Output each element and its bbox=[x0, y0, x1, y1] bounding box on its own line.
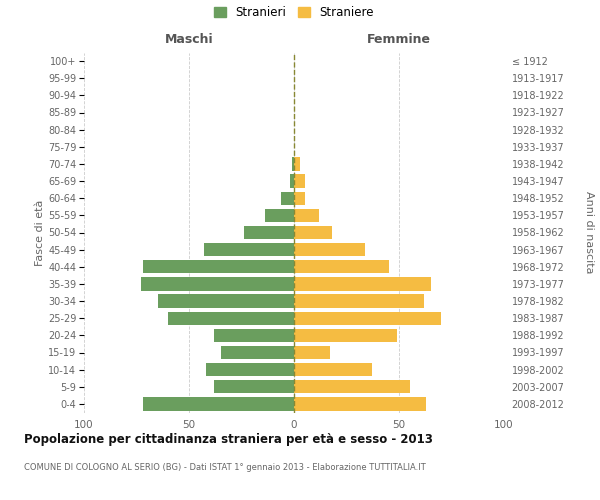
Bar bbox=[214, 380, 294, 394]
Bar bbox=[214, 328, 294, 342]
Y-axis label: Fasce di età: Fasce di età bbox=[35, 200, 45, 266]
Bar bbox=[294, 226, 332, 239]
Bar bbox=[294, 294, 424, 308]
Bar bbox=[294, 397, 426, 410]
Bar bbox=[294, 157, 301, 170]
Bar bbox=[281, 192, 294, 205]
Text: Femmine: Femmine bbox=[367, 32, 431, 46]
Text: Popolazione per cittadinanza straniera per età e sesso - 2013: Popolazione per cittadinanza straniera p… bbox=[24, 432, 433, 446]
Bar bbox=[157, 294, 294, 308]
Bar bbox=[294, 192, 305, 205]
Bar bbox=[294, 174, 305, 188]
Bar bbox=[294, 243, 365, 256]
Bar bbox=[294, 208, 319, 222]
Bar bbox=[265, 208, 294, 222]
Bar bbox=[168, 312, 294, 325]
Bar bbox=[140, 277, 294, 290]
Bar bbox=[294, 277, 431, 290]
Legend: Stranieri, Straniere: Stranieri, Straniere bbox=[211, 2, 377, 22]
Text: COMUNE DI COLOGNO AL SERIO (BG) - Dati ISTAT 1° gennaio 2013 - Elaborazione TUTT: COMUNE DI COLOGNO AL SERIO (BG) - Dati I… bbox=[24, 462, 426, 471]
Bar bbox=[143, 260, 294, 274]
Bar bbox=[206, 363, 294, 376]
Bar bbox=[221, 346, 294, 359]
Bar bbox=[294, 312, 441, 325]
Bar bbox=[294, 328, 397, 342]
Bar bbox=[244, 226, 294, 239]
Bar bbox=[294, 363, 372, 376]
Bar bbox=[143, 397, 294, 410]
Bar bbox=[290, 174, 294, 188]
Bar bbox=[204, 243, 294, 256]
Y-axis label: Anni di nascita: Anni di nascita bbox=[584, 191, 594, 274]
Bar bbox=[294, 380, 409, 394]
Bar bbox=[292, 157, 294, 170]
Text: Maschi: Maschi bbox=[164, 32, 214, 46]
Bar bbox=[294, 346, 330, 359]
Bar bbox=[294, 260, 389, 274]
